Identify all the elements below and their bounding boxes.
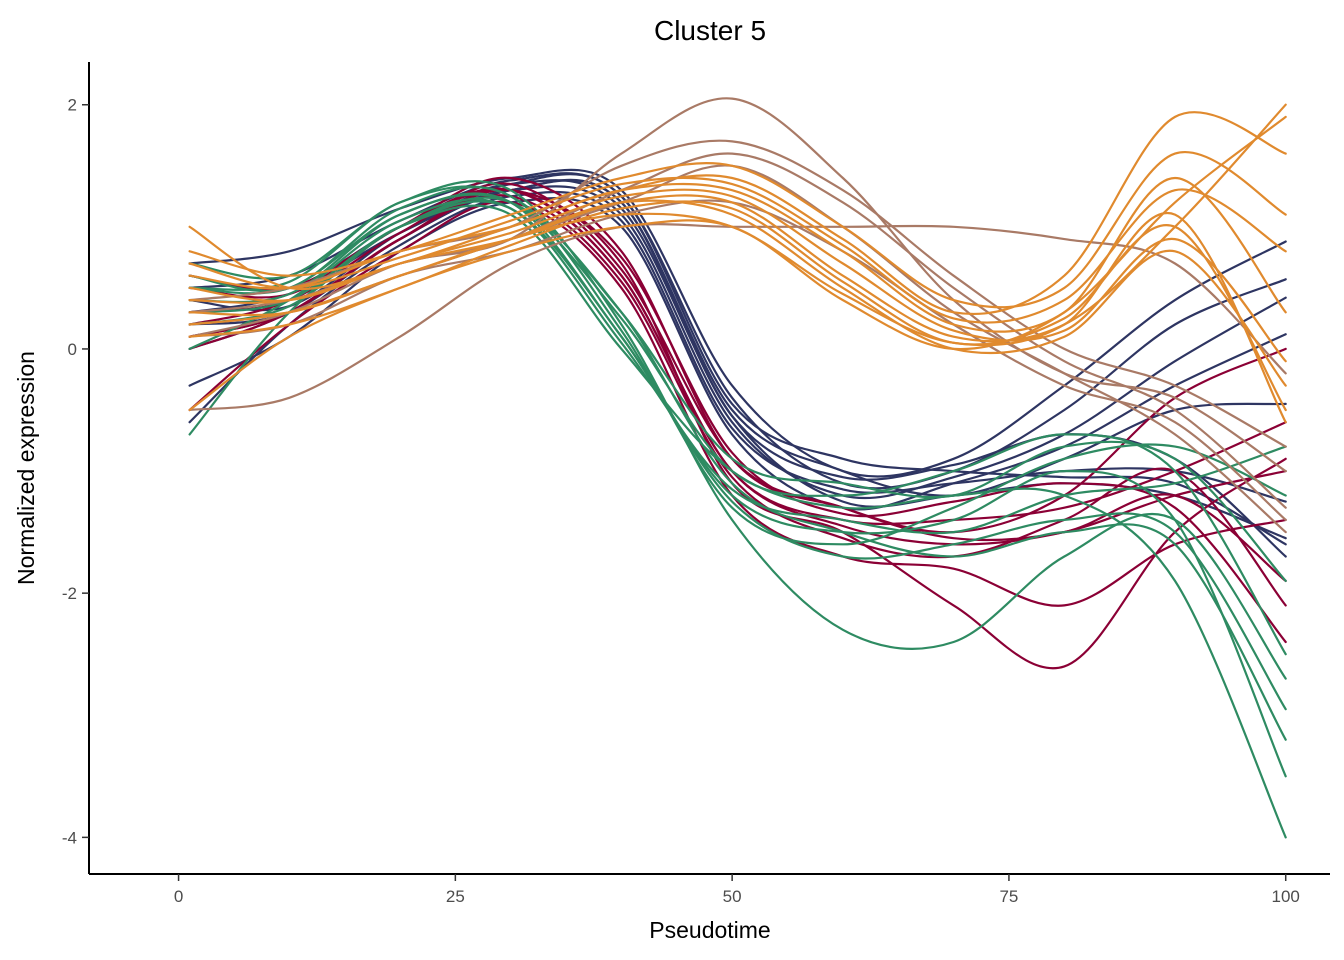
series-line-orange-10 — [188, 176, 1287, 324]
series-line-orange-7 — [188, 211, 1287, 424]
x-axis-title: Pseudotime — [649, 917, 770, 943]
group-green — [188, 180, 1287, 839]
x-tick-label: 100 — [1272, 887, 1300, 906]
series-line-crimson-1 — [188, 176, 1287, 534]
group-brown — [188, 97, 1287, 534]
series-lines — [188, 97, 1287, 839]
x-axis-ticks: 0 25 50 75 100 — [174, 874, 1300, 906]
series-line-orange-6 — [188, 150, 1287, 309]
series-line-navy-3 — [188, 185, 1287, 500]
series-line-navy-4 — [188, 197, 1287, 511]
y-tick-label: -2 — [62, 584, 77, 603]
series-line-crimson-5 — [188, 182, 1287, 582]
series-line-orange-9 — [188, 200, 1287, 412]
x-tick-label: 50 — [723, 887, 742, 906]
series-line-green-5 — [188, 185, 1287, 546]
series-line-crimson-8 — [188, 188, 1287, 546]
series-line-green-6 — [188, 198, 1287, 535]
series-line-brown-6 — [188, 199, 1287, 521]
y-axis-ticks: 2 0 -2 -4 — [62, 96, 89, 847]
series-line-green-9 — [188, 185, 1287, 582]
series-line-navy-1 — [188, 168, 1287, 478]
series-line-crimson-4 — [188, 200, 1287, 607]
series-line-navy-9 — [188, 173, 1287, 546]
x-tick-label: 0 — [174, 887, 183, 906]
x-tick-label: 75 — [999, 887, 1018, 906]
series-line-brown-3 — [188, 152, 1287, 509]
y-axis-title: Normalized expression — [13, 351, 39, 585]
chart-title: Cluster 5 — [654, 15, 766, 46]
y-tick-label: 0 — [68, 340, 77, 359]
y-tick-label: -4 — [62, 828, 77, 847]
group-orange — [188, 103, 1287, 424]
series-line-green-8 — [188, 200, 1287, 711]
y-tick-label: 2 — [68, 96, 77, 115]
series-line-green-7 — [188, 193, 1287, 656]
x-tick-label: 25 — [446, 887, 465, 906]
series-line-orange-8 — [188, 188, 1287, 363]
